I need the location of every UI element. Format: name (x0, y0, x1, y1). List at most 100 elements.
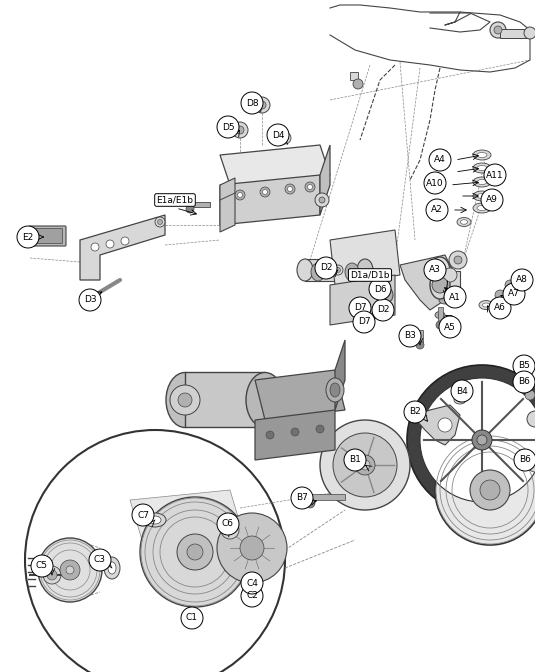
Text: A2: A2 (431, 206, 443, 214)
Circle shape (513, 371, 535, 393)
Bar (190, 202, 210, 207)
Circle shape (232, 122, 248, 138)
Circle shape (241, 585, 263, 607)
Bar (500, 29, 528, 38)
Circle shape (279, 132, 291, 144)
Circle shape (490, 22, 506, 38)
Ellipse shape (454, 396, 466, 404)
Circle shape (25, 430, 285, 672)
Text: A1: A1 (449, 292, 461, 302)
Text: D1a/D1b: D1a/D1b (350, 271, 390, 280)
Circle shape (217, 116, 239, 138)
Circle shape (429, 149, 451, 171)
Circle shape (515, 270, 525, 280)
Text: A11: A11 (486, 171, 504, 179)
Ellipse shape (149, 516, 161, 524)
Circle shape (79, 289, 101, 311)
Circle shape (155, 217, 165, 227)
Circle shape (89, 549, 111, 571)
Circle shape (254, 97, 270, 113)
Polygon shape (220, 175, 320, 225)
Circle shape (454, 256, 462, 264)
Circle shape (333, 433, 397, 497)
Circle shape (420, 378, 535, 502)
Circle shape (266, 431, 274, 439)
Bar (350, 72, 358, 80)
Circle shape (355, 455, 375, 475)
Circle shape (31, 555, 53, 577)
Text: B1: B1 (349, 456, 361, 464)
Ellipse shape (515, 370, 529, 380)
Bar (418, 330, 423, 345)
Ellipse shape (297, 259, 313, 281)
Circle shape (178, 393, 192, 407)
Circle shape (240, 536, 264, 560)
Text: C4: C4 (246, 579, 258, 587)
Circle shape (308, 185, 312, 190)
Circle shape (527, 411, 535, 427)
Text: D5: D5 (221, 122, 234, 132)
Bar (310, 494, 345, 500)
Ellipse shape (144, 513, 166, 527)
Text: D7: D7 (358, 317, 370, 327)
Text: C1: C1 (186, 614, 198, 622)
Polygon shape (330, 275, 395, 325)
Circle shape (287, 187, 293, 192)
Polygon shape (330, 230, 400, 285)
Ellipse shape (473, 191, 491, 201)
Circle shape (503, 283, 525, 305)
Text: A10: A10 (426, 179, 444, 187)
Polygon shape (335, 340, 345, 410)
Circle shape (285, 184, 295, 194)
Circle shape (282, 135, 288, 141)
Circle shape (407, 365, 535, 515)
Polygon shape (255, 370, 345, 420)
Circle shape (375, 305, 385, 315)
Ellipse shape (473, 150, 491, 160)
Circle shape (181, 607, 203, 629)
Ellipse shape (439, 296, 451, 304)
Circle shape (505, 280, 515, 290)
Circle shape (291, 487, 313, 509)
Circle shape (315, 193, 329, 207)
Ellipse shape (479, 300, 493, 310)
Circle shape (177, 534, 213, 570)
Circle shape (335, 267, 340, 273)
Ellipse shape (383, 288, 393, 302)
Bar (305, 259, 365, 281)
Circle shape (511, 269, 533, 291)
Circle shape (260, 187, 270, 197)
Circle shape (226, 526, 234, 534)
Circle shape (106, 240, 114, 248)
Ellipse shape (477, 206, 487, 210)
Polygon shape (130, 490, 245, 550)
Circle shape (353, 79, 363, 89)
Ellipse shape (166, 372, 204, 427)
Circle shape (426, 199, 448, 221)
Circle shape (494, 26, 502, 34)
Text: C2: C2 (246, 591, 258, 601)
Text: B5: B5 (518, 362, 530, 370)
Circle shape (132, 504, 154, 526)
Circle shape (38, 538, 102, 602)
Circle shape (480, 480, 500, 500)
Circle shape (186, 205, 194, 213)
Text: A4: A4 (434, 155, 446, 165)
Circle shape (481, 189, 503, 211)
Circle shape (360, 460, 370, 470)
Text: C3: C3 (94, 556, 106, 564)
Circle shape (424, 259, 446, 281)
Circle shape (258, 101, 266, 109)
Circle shape (525, 390, 535, 400)
Circle shape (444, 286, 466, 308)
Ellipse shape (104, 557, 120, 579)
Polygon shape (415, 405, 460, 445)
Circle shape (495, 290, 505, 300)
Text: B3: B3 (404, 331, 416, 341)
Circle shape (470, 470, 510, 510)
Circle shape (238, 192, 242, 198)
Circle shape (170, 385, 200, 415)
Ellipse shape (357, 259, 373, 281)
Ellipse shape (430, 271, 450, 299)
Polygon shape (255, 410, 335, 460)
